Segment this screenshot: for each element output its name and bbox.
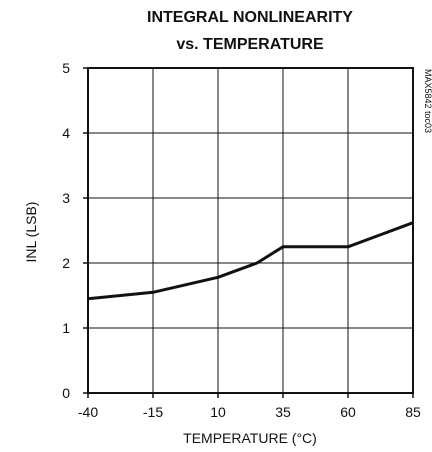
- x-tick-label: 10: [210, 404, 226, 420]
- x-axis-label: TEMPERATURE (°C): [183, 430, 317, 446]
- y-axis-label: INL (LSB): [23, 202, 39, 263]
- figure-tag: MAX5842 toc03: [423, 69, 432, 133]
- y-tick-label: 4: [62, 125, 70, 141]
- grid-lines: [87, 67, 414, 394]
- chart-title-line-2: vs. TEMPERATURE: [176, 36, 324, 53]
- y-tick-label: 1: [62, 320, 70, 336]
- y-tick-label: 5: [62, 60, 70, 76]
- y-tick-label: 0: [62, 385, 70, 401]
- x-tick-label: 35: [275, 404, 291, 420]
- x-tick-label: 85: [405, 404, 421, 420]
- data-series: [87, 221, 414, 301]
- x-tick-label: -40: [78, 404, 98, 420]
- chart-title-line-1: INTEGRAL NONLINEARITY: [147, 9, 353, 26]
- x-tick-label: 60: [340, 404, 356, 420]
- y-tick-label: 2: [62, 255, 70, 271]
- x-tick-label: -15: [143, 404, 163, 420]
- plot-area-frame: [87, 67, 414, 394]
- y-tick-label: 3: [62, 190, 70, 206]
- inl-series-line: [87, 221, 414, 301]
